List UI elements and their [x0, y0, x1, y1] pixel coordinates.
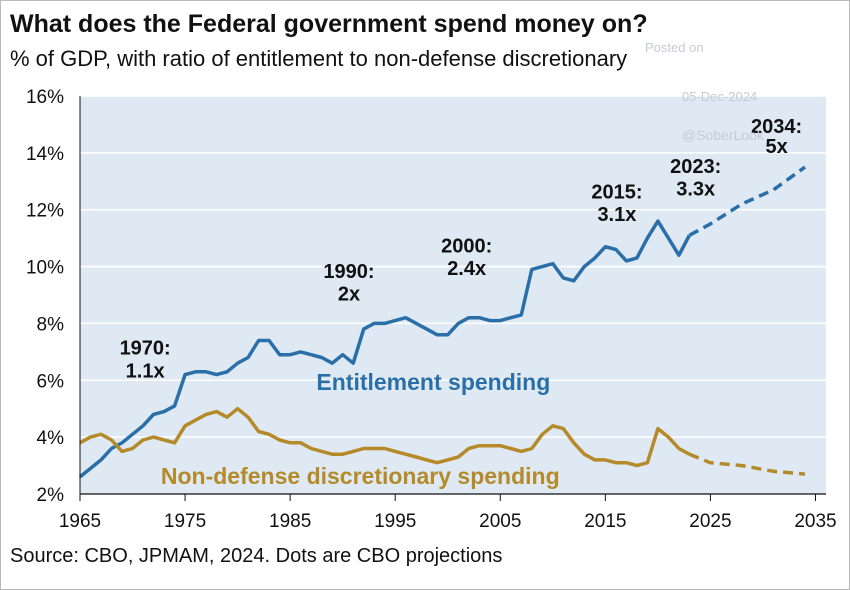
annotation-year-1: 1990: [323, 261, 374, 283]
chart-subtitle: % of GDP, with ratio of entitlement to n… [10, 46, 628, 71]
x-tick-label-2005: 2005 [479, 511, 521, 532]
annotation-ratio-1: 2x [338, 284, 360, 306]
annotation-ratio-5: 5x [765, 136, 787, 158]
x-tick-label-1965: 1965 [59, 511, 101, 532]
series-line-2 [79, 406, 691, 468]
annotation-ratio-4: 3.3x [676, 179, 715, 201]
watermark-date: 05-Dec-2024 [682, 89, 758, 104]
annotation-year-0: 1970: [120, 338, 171, 360]
y-tick-label-14: 14% [26, 144, 64, 165]
x-tick-label-2015: 2015 [584, 511, 626, 532]
annotation-ratio-3: 3.1x [597, 204, 636, 226]
y-tick-label-4: 4% [37, 428, 65, 449]
series-label-entitlement: Entitlement spending [316, 369, 550, 395]
series-line-3 [688, 452, 806, 476]
source-note: Source: CBO, JPMAM, 2024. Dots are CBO p… [10, 545, 503, 567]
series-line-0 [78, 219, 691, 479]
y-tick-label-16: 16% [26, 87, 64, 108]
y-tick-label-12: 12% [26, 201, 64, 222]
annotation-ratio-2: 2.4x [447, 258, 486, 280]
watermark-posted: Posted on [645, 40, 704, 55]
annotation-year-3: 2015: [591, 181, 642, 203]
x-tick-label-1975: 1975 [164, 511, 206, 532]
annotation-year-2: 2000: [441, 235, 492, 257]
annotation-year-5: 2034: [751, 116, 802, 138]
plot-area [80, 96, 826, 494]
y-tick-label-8: 8% [37, 314, 65, 335]
annotation-ratio-0: 1.1x [126, 360, 165, 382]
chart-title: What does the Federal government spend m… [10, 10, 648, 38]
x-tick-label-1985: 1985 [269, 511, 311, 532]
watermark-handle: @SoberLook [682, 127, 764, 143]
y-tick-label-10: 10% [26, 258, 64, 279]
x-tick-label-2025: 2025 [689, 511, 731, 532]
x-tick-label-2035: 2035 [794, 511, 836, 532]
y-tick-label-6: 6% [37, 371, 65, 392]
annotation-year-4: 2023: [670, 156, 721, 178]
y-tick-label-2: 2% [37, 485, 65, 506]
x-tick-label-1995: 1995 [374, 511, 416, 532]
series-label-nondefense: Non-defense discretionary spending [161, 463, 560, 489]
